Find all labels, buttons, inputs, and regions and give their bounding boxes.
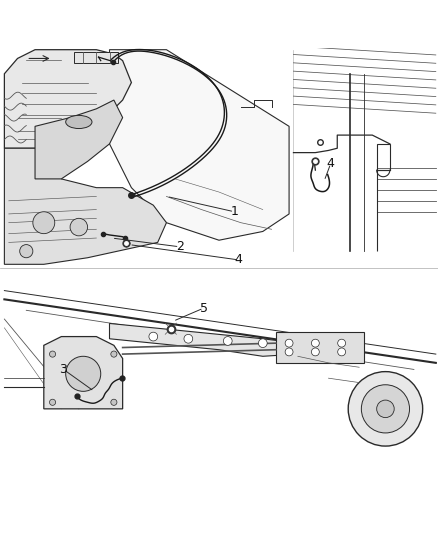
Circle shape bbox=[33, 212, 55, 233]
Polygon shape bbox=[110, 324, 298, 356]
Text: 4: 4 bbox=[327, 157, 335, 170]
Circle shape bbox=[311, 348, 319, 356]
Circle shape bbox=[111, 351, 117, 357]
Bar bbox=[4, 50, 289, 264]
Circle shape bbox=[285, 348, 293, 356]
Circle shape bbox=[20, 245, 33, 258]
Text: 3: 3 bbox=[60, 363, 67, 376]
Bar bbox=[4, 271, 436, 483]
Circle shape bbox=[377, 400, 394, 418]
Circle shape bbox=[149, 332, 158, 341]
Text: 4: 4 bbox=[235, 253, 243, 266]
Polygon shape bbox=[110, 50, 289, 240]
Circle shape bbox=[258, 339, 267, 348]
Circle shape bbox=[223, 336, 232, 345]
Circle shape bbox=[311, 339, 319, 347]
Polygon shape bbox=[35, 100, 123, 179]
Circle shape bbox=[49, 351, 56, 357]
Circle shape bbox=[49, 399, 56, 405]
Bar bbox=[74, 52, 118, 63]
Circle shape bbox=[66, 356, 101, 391]
Circle shape bbox=[184, 334, 193, 343]
Ellipse shape bbox=[66, 115, 92, 128]
Text: 2: 2 bbox=[176, 240, 184, 253]
Circle shape bbox=[111, 399, 117, 405]
Bar bbox=[276, 332, 364, 363]
Circle shape bbox=[338, 348, 346, 356]
Text: 1: 1 bbox=[230, 205, 238, 218]
Polygon shape bbox=[4, 50, 131, 148]
Bar bbox=[293, 50, 436, 251]
Text: 5: 5 bbox=[200, 302, 208, 314]
Polygon shape bbox=[44, 336, 123, 409]
Circle shape bbox=[348, 372, 423, 446]
Polygon shape bbox=[4, 148, 166, 264]
Circle shape bbox=[70, 219, 88, 236]
Circle shape bbox=[285, 339, 293, 347]
Circle shape bbox=[361, 385, 410, 433]
Circle shape bbox=[338, 339, 346, 347]
